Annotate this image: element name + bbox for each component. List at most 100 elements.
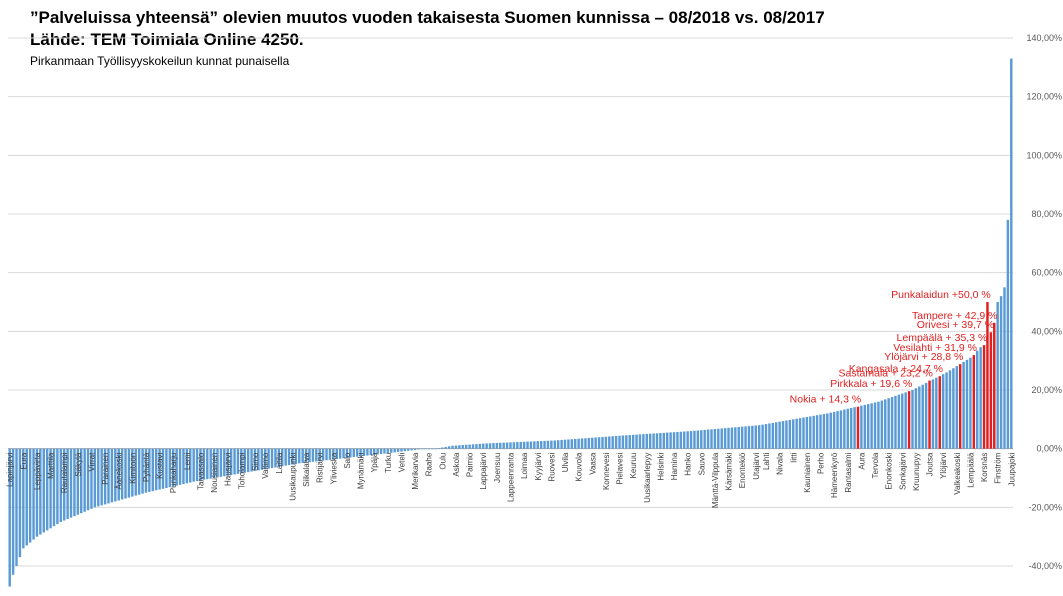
bar (62, 448, 66, 521)
bar (836, 411, 839, 449)
bar (332, 448, 335, 460)
bar (683, 431, 686, 449)
bar (556, 440, 560, 449)
chart-source: Lähde: TEM Toimiala Online 4250. (30, 30, 304, 49)
bar (189, 448, 192, 483)
x-tick-label: Säkylä (74, 452, 83, 477)
x-tick-label: Keuruu (629, 453, 638, 479)
bar (986, 302, 989, 449)
x-tick-label: Lahti (762, 452, 771, 470)
bar (413, 448, 417, 450)
bar (15, 448, 18, 566)
bar (638, 434, 642, 449)
bar (689, 431, 693, 449)
bar (969, 357, 972, 449)
x-tick-label: Kouvola (575, 452, 584, 481)
annotation-label: Pirkkala + 19,6 % (830, 378, 912, 390)
x-tick-label: Parainen (101, 453, 110, 485)
bar (550, 440, 553, 449)
x-tick-label: Uusikaupunki (289, 452, 298, 500)
bar (580, 438, 584, 449)
bar (693, 430, 696, 449)
bar (901, 393, 904, 449)
x-tick-label: Finström (994, 452, 1003, 483)
bar (815, 415, 819, 449)
bar (315, 448, 318, 462)
bar (352, 448, 356, 458)
bar (795, 418, 798, 449)
bar (447, 446, 451, 449)
bar (403, 448, 407, 452)
bar (168, 448, 172, 488)
annotation-label: Punkalaidun +50,0 % (891, 289, 991, 301)
bar (342, 448, 345, 459)
bar (437, 448, 441, 449)
bar (202, 448, 206, 480)
bar (608, 436, 611, 449)
bar (993, 322, 996, 449)
x-tick-label: Turku (384, 453, 393, 473)
bar (267, 448, 270, 469)
bar (713, 429, 717, 449)
bar (870, 403, 873, 449)
bar (894, 395, 897, 449)
bar (560, 439, 563, 449)
bar (141, 448, 144, 494)
bar (192, 448, 195, 482)
bar (533, 441, 536, 449)
bar (417, 448, 420, 450)
bar (921, 384, 924, 449)
x-tick-label: Raahe (425, 452, 434, 476)
x-tick-label: Tervola (871, 452, 880, 478)
bar (291, 448, 294, 465)
y-tick-label: -20,00% (1028, 502, 1062, 512)
bar (567, 439, 570, 449)
bar (996, 302, 999, 449)
bar (277, 448, 281, 467)
bar (430, 448, 434, 450)
annotations: Nokia + 14,3 % Pirkkala + 19,6 %Sastamala… (790, 289, 998, 406)
bar (386, 448, 390, 454)
chart-note: Pirkanmaan Työllisyyskokeilun kunnat pun… (30, 54, 290, 68)
bar (839, 410, 843, 449)
x-tick-label: Enontekiö (738, 452, 747, 488)
bar (400, 448, 403, 452)
x-tick-label: Joutsa (926, 452, 935, 476)
x-tick-label: Simo (251, 452, 260, 471)
bar (672, 432, 676, 449)
bar (212, 448, 216, 478)
bar (597, 437, 601, 449)
x-tick-label: Hausjärvi (224, 452, 233, 486)
bar (349, 448, 352, 458)
bar (298, 448, 301, 464)
x-tick-label: Rautalampi (60, 452, 69, 493)
bar (764, 424, 768, 449)
bar (938, 376, 941, 449)
bar (884, 399, 887, 449)
bar (488, 443, 492, 449)
x-tick-label: Valkeakoski (953, 452, 962, 494)
chart-header: ”Palveluissa yhteensä” olevien muutos vu… (30, 7, 825, 69)
x-tick-label: Kustavi (156, 452, 165, 478)
bar (28, 448, 32, 543)
bar (165, 448, 168, 488)
bar (120, 448, 124, 500)
bar (22, 448, 25, 549)
bar (628, 435, 631, 449)
bar (216, 448, 219, 478)
bar (829, 412, 832, 449)
bar (526, 441, 529, 449)
bar (546, 440, 550, 449)
bar (107, 448, 110, 504)
bar (822, 414, 826, 449)
bar (625, 435, 628, 449)
bar (792, 419, 795, 449)
bar (410, 448, 413, 451)
bar (958, 364, 962, 449)
bar (441, 447, 444, 449)
bar (209, 448, 212, 479)
bar (250, 448, 253, 472)
bar (73, 448, 76, 517)
bar (420, 448, 424, 450)
bar (621, 435, 625, 449)
